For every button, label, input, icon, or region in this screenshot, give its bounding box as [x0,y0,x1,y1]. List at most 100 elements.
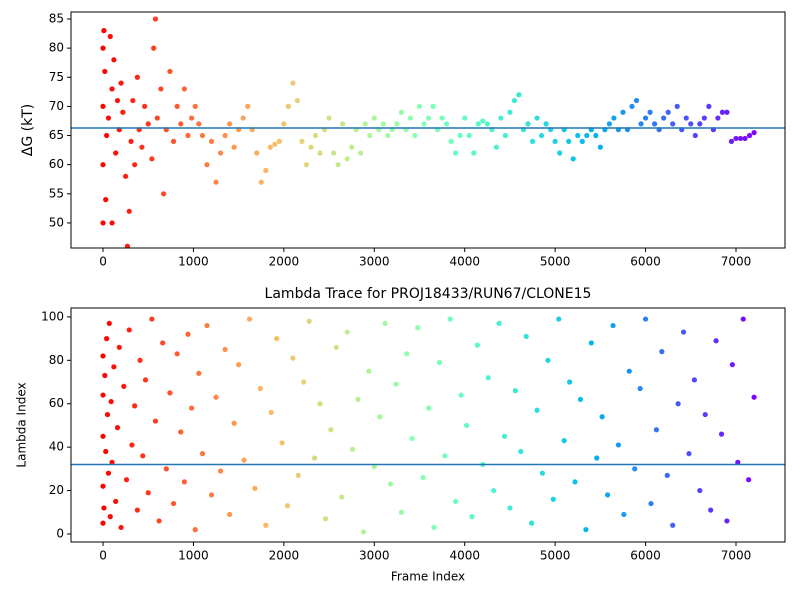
point [130,97,136,104]
point [263,522,269,528]
point [638,121,644,127]
point [156,518,162,524]
point [512,388,518,394]
point [196,370,202,376]
point [100,103,106,109]
point [420,474,426,481]
point [192,527,198,533]
point [257,385,263,392]
point [742,135,748,142]
point [142,377,149,383]
point [158,86,164,92]
point [227,511,233,518]
point [360,529,367,535]
y-tick-label: 75 [49,70,64,84]
point [154,115,160,121]
point [409,435,415,442]
x-tick-label: 1000 [178,549,209,563]
point [290,355,296,361]
point [104,132,110,139]
point [349,144,355,150]
point [412,132,418,139]
point [702,411,708,418]
y-tick-label: 65 [49,128,64,142]
point [105,470,112,476]
point [688,121,694,127]
point [128,138,134,144]
point [101,505,107,511]
point [109,220,115,226]
point [199,451,206,457]
x-tick-label: 3000 [359,549,390,563]
point [160,340,166,346]
point [167,68,173,75]
point [493,144,499,150]
point [511,97,518,104]
y-tick-label: 100 [41,309,64,323]
point [322,516,329,522]
point [118,80,124,86]
x-tick-label: 6000 [630,255,661,269]
point [355,396,361,402]
point [633,97,640,104]
y-tick-label: 70 [49,99,64,113]
point [593,132,599,139]
point [113,498,119,505]
point [637,385,643,392]
point [189,405,195,411]
point [111,57,117,63]
point [480,118,486,124]
points [100,316,757,535]
point [178,121,184,127]
point [724,518,730,524]
chart-title: Lambda Trace for PROJ18433/RUN67/CLONE15 [265,286,592,302]
point [145,490,151,496]
point [701,115,707,121]
point [312,455,318,461]
point [475,121,481,127]
point [217,150,224,156]
point [393,381,399,387]
point [751,394,757,400]
y-tick-label: 50 [49,215,64,229]
point [575,132,581,139]
point [308,144,314,150]
point [604,492,611,498]
point [326,115,332,121]
point [103,197,109,203]
point [534,407,540,413]
point [330,150,337,156]
point [371,115,377,121]
point [552,138,558,144]
point [729,362,735,368]
point [104,336,110,342]
point [107,514,113,520]
point [525,121,531,127]
y-tick-label: 0 [56,526,64,540]
point [597,144,603,150]
point [447,316,453,322]
point [123,173,129,179]
point [652,121,658,127]
point [227,121,233,127]
point [751,130,757,136]
point [430,103,436,109]
x-tick-label: 4000 [449,549,480,563]
point [294,97,301,104]
x-tick-label: 2000 [269,255,300,269]
point [523,333,529,340]
point [425,115,432,121]
point [137,357,143,363]
point [421,121,427,127]
point [306,318,312,324]
point [674,103,680,109]
point [577,396,584,402]
point [113,150,119,156]
point [664,472,670,478]
point [108,398,114,405]
point [407,115,414,121]
point [109,86,115,92]
point [606,121,612,127]
point [152,16,159,22]
point [621,511,627,518]
